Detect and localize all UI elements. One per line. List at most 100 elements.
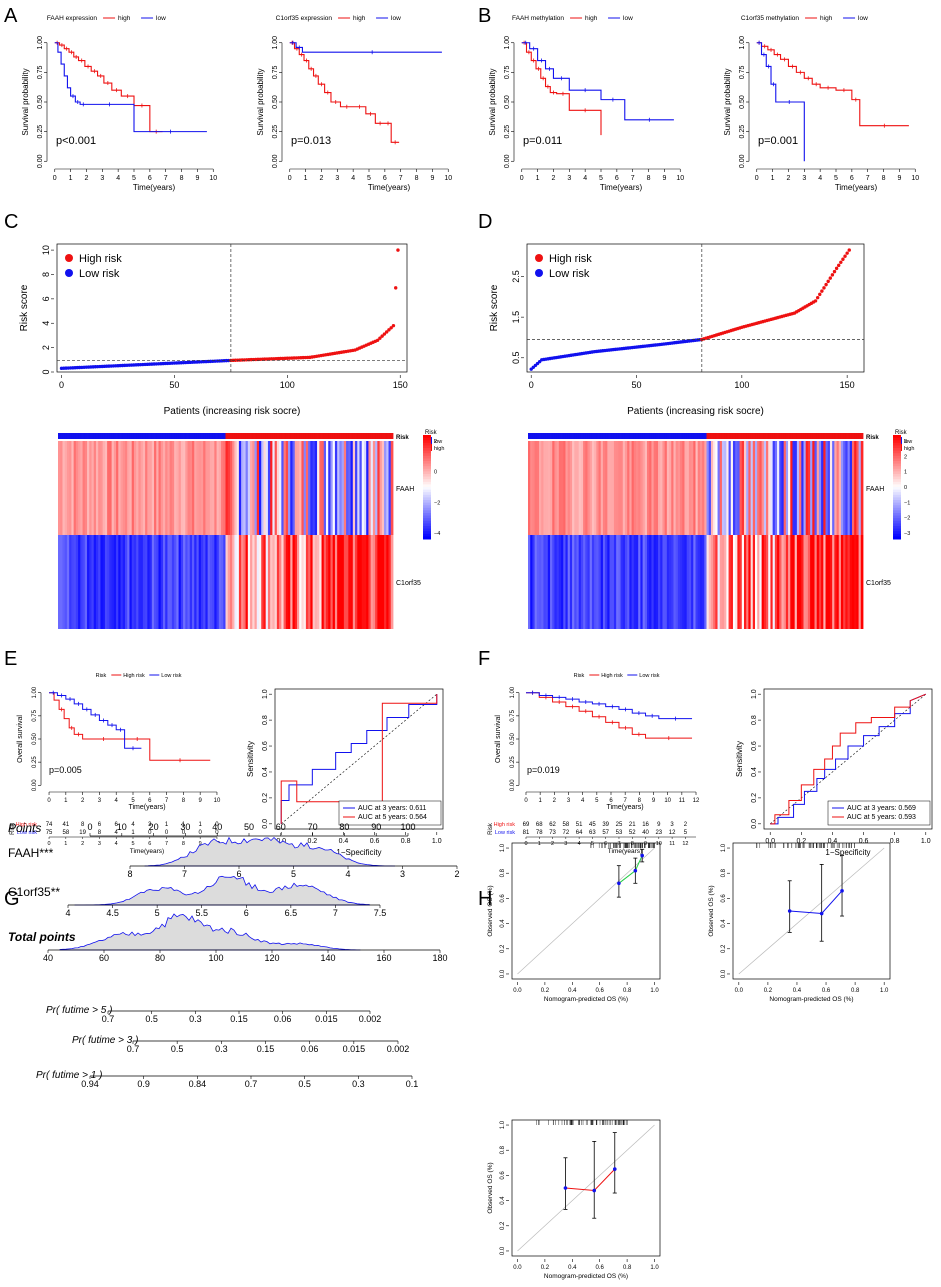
- H1-y-tick-label: 0.4: [500, 919, 506, 928]
- F1-risk-cell: 63: [589, 830, 596, 836]
- H2-rug: [756, 843, 855, 848]
- HC-annotation-cell: [343, 433, 347, 439]
- HD-heat-cell: [766, 535, 769, 629]
- E2-x-tick-label: 0.4: [339, 838, 349, 845]
- HD-heat-cell: [851, 441, 855, 535]
- calibration-plot-H1: 0.0 0.2 0.4 0.6 0.8 1.00.00.20.40.60.81.0Nomo…: [487, 842, 661, 1003]
- HC-heat-cell: [238, 441, 242, 535]
- HD-heat-cell: [803, 441, 807, 535]
- E1-risk-cell: 0: [215, 822, 219, 828]
- HD-annotation-cell: [644, 433, 648, 439]
- HD-scale-cell: [893, 526, 901, 530]
- HC-heat-cell: [73, 441, 77, 535]
- HC-heat-cell: [221, 441, 224, 535]
- HC-annotation-cell: [366, 433, 369, 439]
- B2-x-tick-label: 9: [897, 175, 901, 182]
- HD-annotation-cell: [708, 433, 712, 439]
- HD-scale-cell: [893, 528, 901, 532]
- HC-annotation-cell: [256, 433, 260, 439]
- HC-heat-cell: [357, 535, 360, 629]
- A1-x-tick-label: 2: [84, 175, 88, 182]
- HC-annotation-cell: [221, 433, 224, 439]
- HD-heat-cell: [620, 535, 624, 629]
- E1-y-tick-label: 0.75: [32, 709, 38, 721]
- HC-heat-cell: [301, 535, 305, 629]
- A2-x-tick-label: 8: [415, 175, 419, 182]
- HD-scale-label: −3: [904, 531, 910, 537]
- HC-annotation-cell: [169, 433, 173, 439]
- HC-heat-cell: [200, 441, 204, 535]
- A2-series-low: [289, 42, 442, 53]
- H1-x-tick-label: 0.8: [623, 988, 632, 994]
- E1-risk-cell: 6: [98, 822, 102, 828]
- HC-annotation-cell: [390, 433, 394, 439]
- HC-heat-cell: [359, 441, 363, 535]
- nomogram-tick-label: 7: [182, 869, 187, 879]
- HC-annotation-cell: [160, 433, 164, 439]
- HC-heat-cell: [154, 441, 157, 535]
- HC-annotation-cell: [252, 433, 255, 439]
- C-y-axis-label: Risk score: [19, 284, 30, 331]
- nomogram-tick-label: 4: [65, 908, 70, 918]
- D-plot-frame: [526, 243, 865, 373]
- HD-annotation-cell: [825, 433, 829, 439]
- HC-annotation-cell: [250, 433, 253, 439]
- HC-heat-cell: [136, 535, 139, 629]
- HD-heat-cell: [532, 535, 536, 629]
- HD-heat-cell: [715, 441, 718, 535]
- H1-calibration-point: [640, 853, 644, 858]
- HC-annotation-cell: [310, 433, 313, 439]
- HD-scale-cell: [893, 515, 901, 519]
- HD-annotation-cell: [589, 433, 593, 439]
- HD-heat-cell: [660, 441, 663, 535]
- HC-annotation-cell: [145, 433, 148, 439]
- A2-x-tick-label: 10: [444, 175, 452, 182]
- panel-label-b: B: [478, 5, 491, 27]
- HD-annotation-cell: [812, 433, 815, 439]
- HD-annotation-cell: [697, 433, 701, 439]
- H2-x-tick-label: 0.4: [793, 988, 802, 994]
- HD-heat-cell: [746, 535, 749, 629]
- HD-heat-cell: [759, 441, 763, 535]
- HD-heat-cell: [739, 441, 743, 535]
- H3-rug: [536, 1120, 628, 1125]
- A2-x-tick-label: 1: [304, 175, 308, 182]
- F1-x-tick-label: 4: [581, 798, 585, 804]
- HC-annotation-cell: [120, 433, 124, 439]
- HC-annotation-cell: [118, 433, 121, 439]
- HD-annotation-cell: [605, 433, 608, 439]
- HC-heat-cell: [223, 441, 226, 535]
- HD-heat-cell: [627, 535, 630, 629]
- D-risk-point: [820, 289, 824, 293]
- B2-x-tick-label: 2: [786, 175, 790, 182]
- HC-heat-cell: [216, 441, 220, 535]
- HD-heat-cell: [576, 535, 580, 629]
- HD-heat-cell: [801, 535, 804, 629]
- HC-heat-cell: [174, 535, 177, 629]
- HD-annotation-cell: [578, 433, 582, 439]
- F1-y-tick-label: 1.00: [510, 686, 516, 698]
- HC-annotation-cell: [379, 433, 383, 439]
- HD-heat-cell: [803, 535, 807, 629]
- HC-heat-cell: [236, 535, 240, 629]
- B2-x-tick-label: 3: [802, 175, 806, 182]
- HC-heat-cell: [265, 535, 269, 629]
- F2-y-axis: 0.00.20.40.60.81.0: [751, 689, 761, 829]
- HD-heat-cell: [536, 535, 540, 629]
- HC-heat-cell: [122, 441, 126, 535]
- HC-heat-cell: [292, 535, 296, 629]
- HC-heat-cell: [332, 535, 336, 629]
- HC-heat-cell: [131, 535, 135, 629]
- HD-annotation-cell: [816, 433, 820, 439]
- HC-heat-cell: [279, 535, 282, 629]
- HC-heat-cell: [98, 535, 101, 629]
- HC-annotation-cell: [234, 433, 238, 439]
- HC-annotation-cell: [361, 433, 365, 439]
- HD-annotation-cell: [655, 433, 659, 439]
- F1-risk-cell: 40: [642, 830, 649, 836]
- HD-heat-cell: [572, 535, 575, 629]
- HD-heat-cell: [594, 441, 597, 535]
- HD-heat-cell: [532, 441, 536, 535]
- E1-table-tick-label: 5: [131, 841, 134, 847]
